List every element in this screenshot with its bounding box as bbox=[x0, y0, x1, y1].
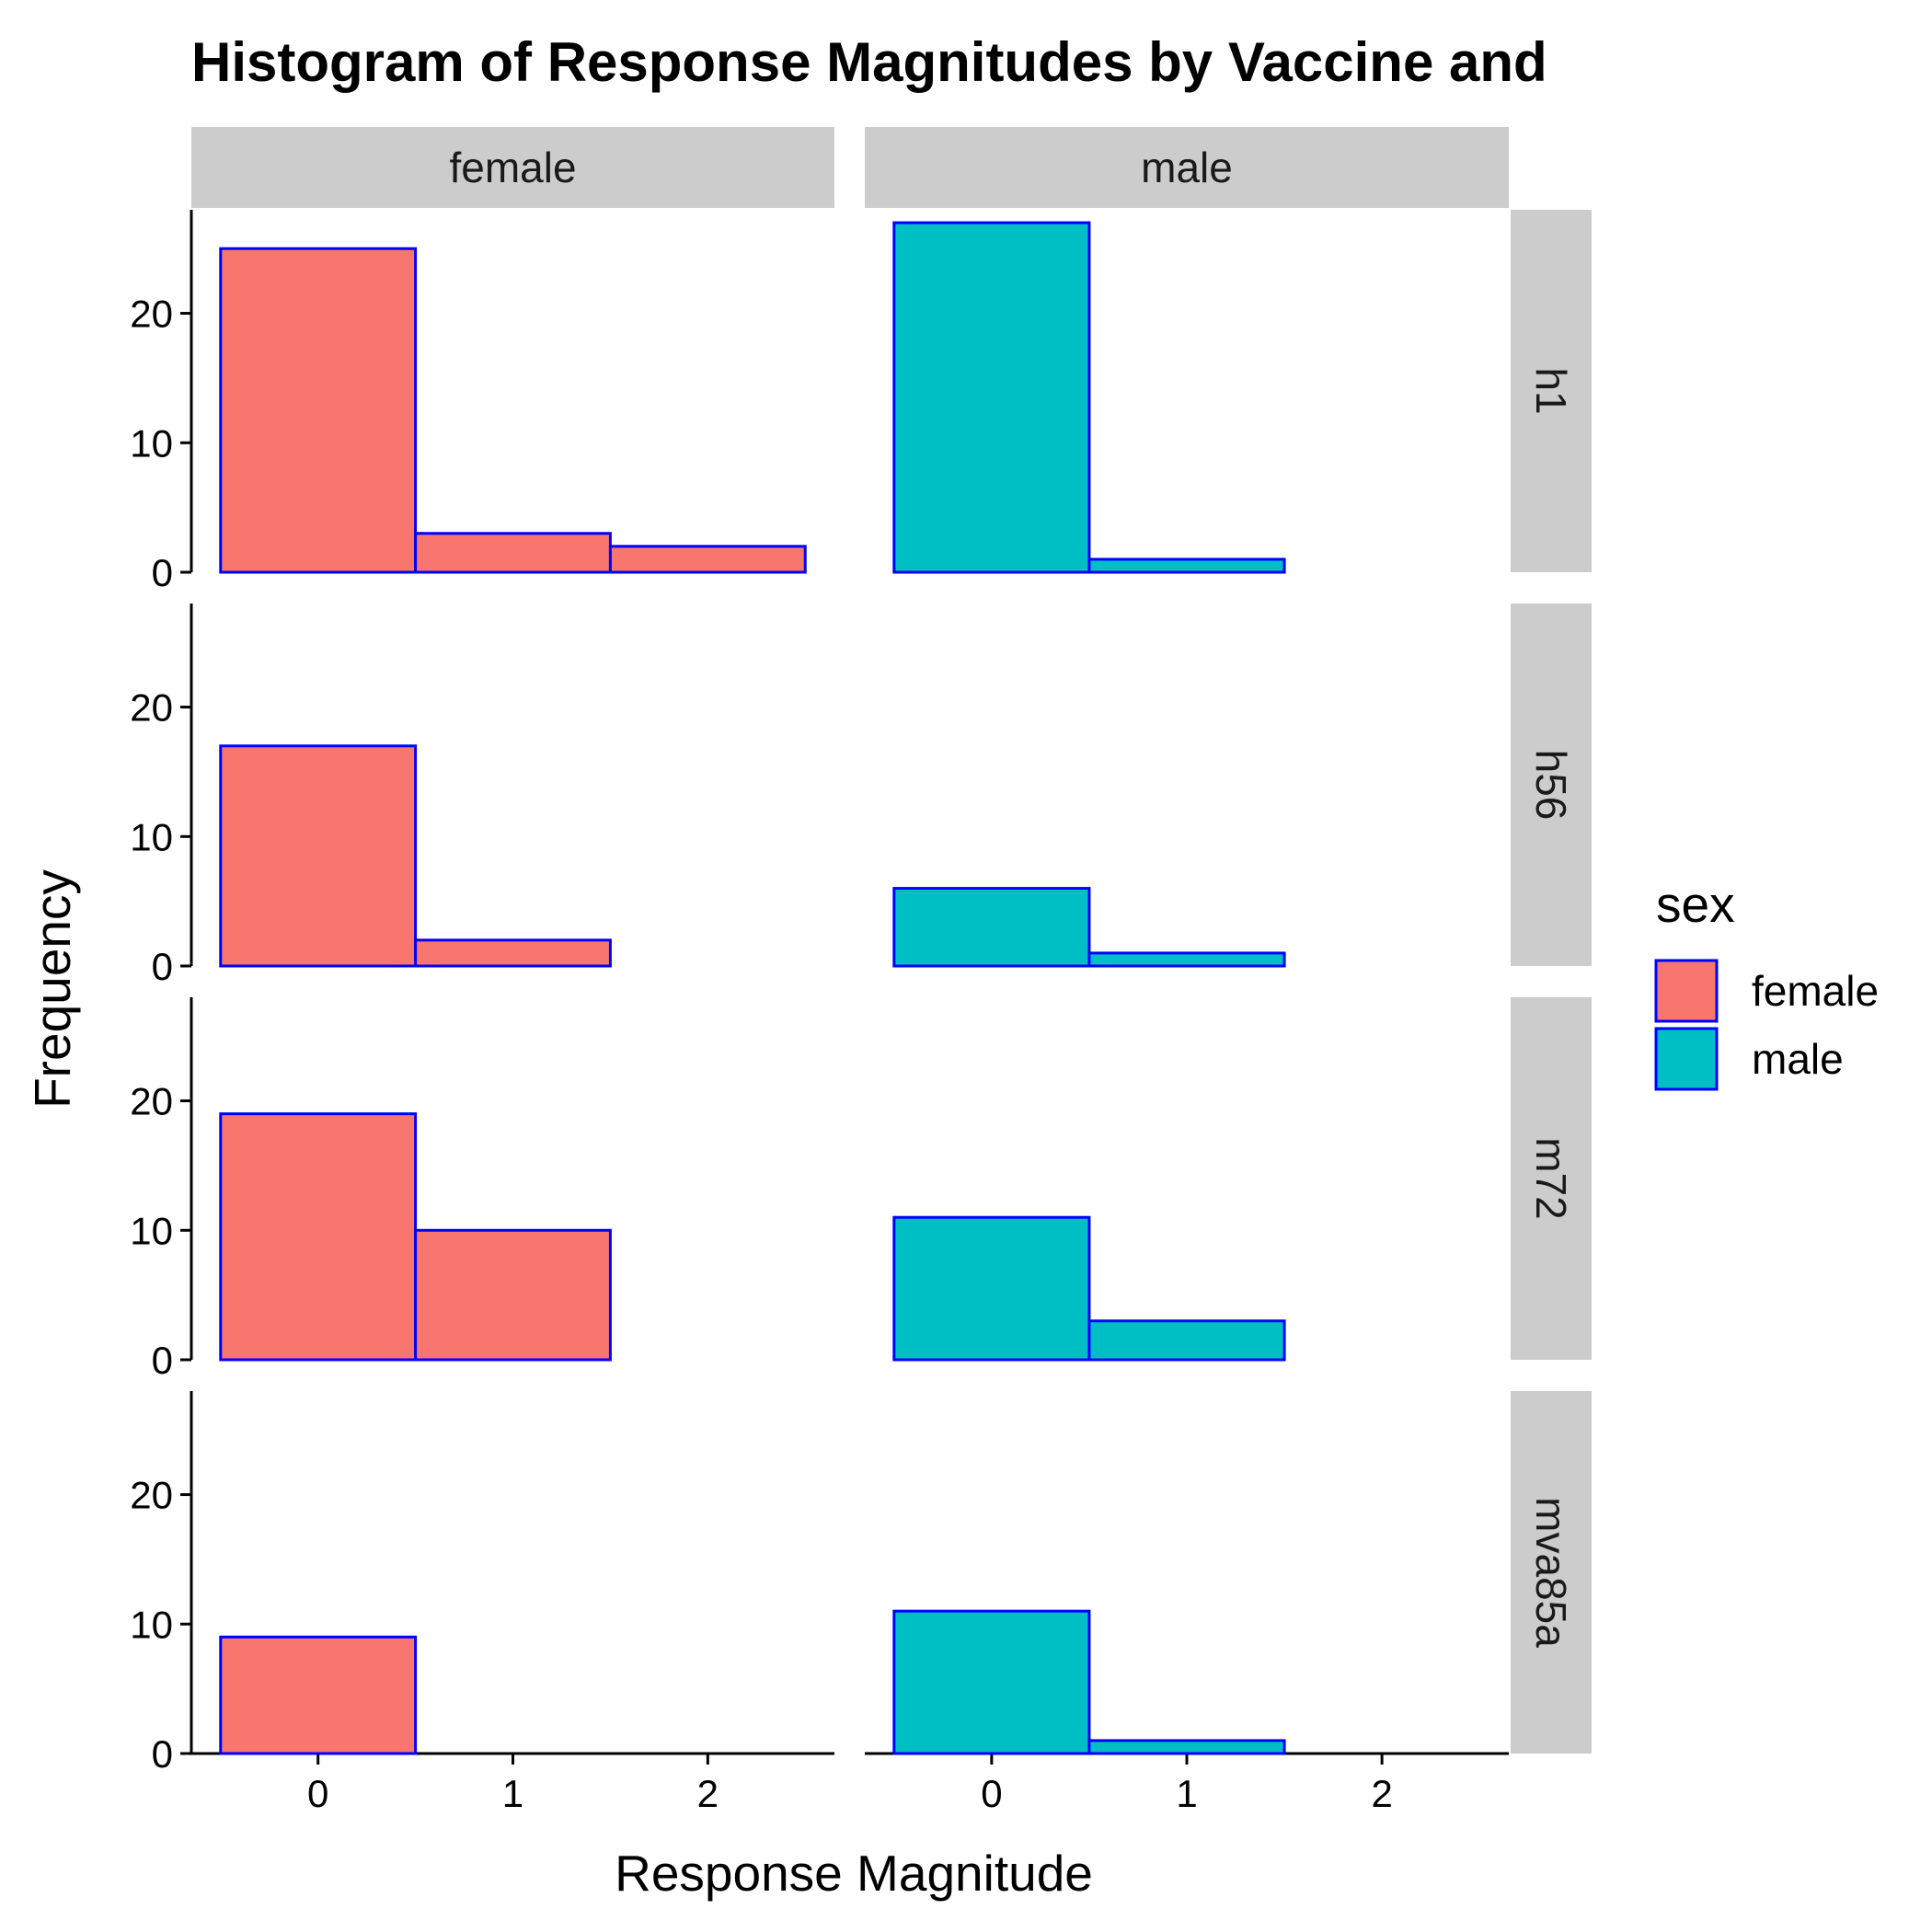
legend-key-male bbox=[1654, 1027, 1719, 1091]
legend-title: sex bbox=[1656, 876, 1735, 933]
bar-female-h56-bin-0 bbox=[219, 744, 418, 968]
bar-male-h56-bin-1 bbox=[1087, 951, 1286, 968]
y-tick-label-h1-20: 20 bbox=[130, 293, 173, 336]
facet-strip-label-female: female bbox=[449, 144, 576, 191]
legend-key-female bbox=[1654, 959, 1719, 1023]
y-tick-label-m72-10: 10 bbox=[130, 1209, 173, 1252]
x-tick-label-female-2: 2 bbox=[697, 1772, 719, 1815]
facet-strip-label-male: male bbox=[1141, 144, 1233, 191]
legend-label-male: male bbox=[1752, 1035, 1844, 1083]
y-tick-label-mva85a-10: 10 bbox=[130, 1603, 173, 1646]
bar-male-h1-bin-1 bbox=[1087, 558, 1286, 574]
facet-strip-mva85a bbox=[1511, 1391, 1592, 1754]
facet-strip-label-h1: h1 bbox=[1527, 367, 1575, 414]
x-tick-label-female-0: 0 bbox=[307, 1772, 328, 1815]
y-tick-label-h1-10: 10 bbox=[130, 421, 173, 465]
x-tick-label-male-0: 0 bbox=[981, 1772, 1002, 1815]
y-tick-label-h56-10: 10 bbox=[130, 815, 173, 858]
facet-panels: female maleh1h56m72mva85a0102001020010200… bbox=[130, 127, 1592, 1815]
y-tick-label-h1-0: 0 bbox=[152, 551, 173, 594]
facet-strip-female bbox=[191, 127, 834, 208]
bar-female-h1-bin-0 bbox=[219, 247, 418, 574]
legend: sex female male bbox=[1654, 876, 1879, 1091]
y-tick-label-mva85a-20: 20 bbox=[130, 1474, 173, 1517]
bar-female-h1-bin-2 bbox=[608, 545, 807, 574]
y-tick-label-h56-0: 0 bbox=[152, 945, 173, 988]
y-tick-label-m72-20: 20 bbox=[130, 1080, 173, 1123]
x-tick-label-male-2: 2 bbox=[1371, 1772, 1392, 1815]
bar-female-h1-bin-1 bbox=[414, 532, 612, 574]
bar-female-m72-bin-0 bbox=[219, 1112, 418, 1362]
bar-male-mva85a-bin-1 bbox=[1087, 1739, 1286, 1755]
facet-strip-label-m72: m72 bbox=[1527, 1137, 1575, 1219]
bar-male-m72-bin-0 bbox=[892, 1215, 1091, 1362]
facet-strip-label-h56: h56 bbox=[1527, 750, 1575, 821]
facet-strip-h56 bbox=[1511, 604, 1592, 966]
bar-male-mva85a-bin-0 bbox=[892, 1609, 1091, 1755]
bar-male-m72-bin-1 bbox=[1087, 1319, 1286, 1362]
bar-female-m72-bin-1 bbox=[414, 1228, 612, 1362]
bar-male-h1-bin-0 bbox=[892, 221, 1091, 574]
y-axis-title: Frequency bbox=[24, 869, 81, 1109]
facet-strip-h1 bbox=[1511, 210, 1592, 572]
bar-female-h56-bin-1 bbox=[414, 938, 612, 968]
facet-strip-male bbox=[865, 127, 1509, 208]
bar-male-h56-bin-0 bbox=[892, 887, 1091, 968]
x-tick-label-male-1: 1 bbox=[1176, 1772, 1197, 1815]
x-axis-title: Response Magnitude bbox=[615, 1845, 1093, 1902]
bar-female-mva85a-bin-0 bbox=[219, 1635, 418, 1755]
y-tick-label-mva85a-0: 0 bbox=[152, 1732, 173, 1776]
y-tick-label-m72-0: 0 bbox=[152, 1339, 173, 1382]
facet-strip-m72 bbox=[1511, 997, 1592, 1360]
chart-title: Histogram of Response Magnitudes by Vacc… bbox=[191, 31, 1547, 93]
y-tick-label-h56-20: 20 bbox=[130, 686, 173, 730]
x-tick-label-female-1: 1 bbox=[502, 1772, 523, 1815]
legend-label-female: female bbox=[1752, 967, 1879, 1015]
facet-strip-label-mva85a: mva85a bbox=[1527, 1497, 1575, 1648]
